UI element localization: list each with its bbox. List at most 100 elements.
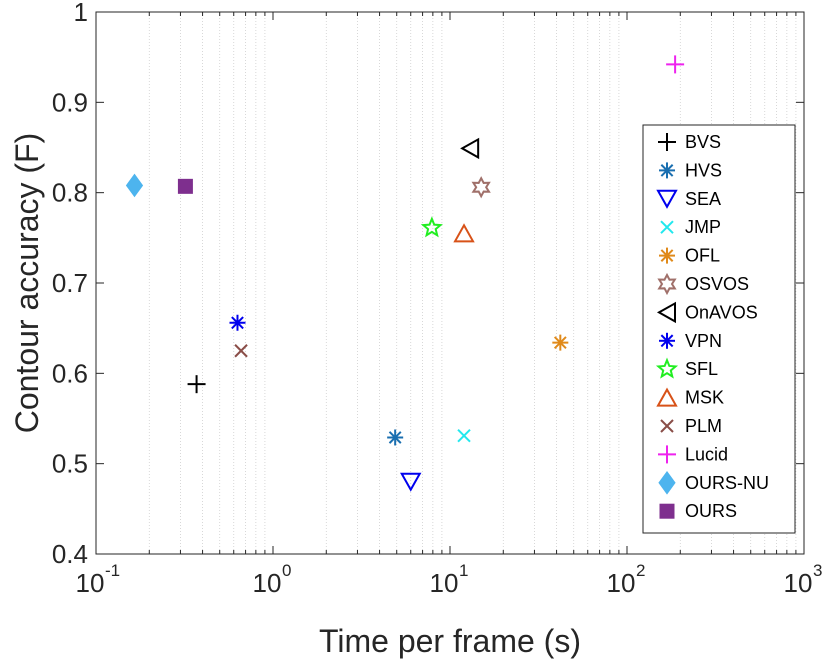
x-tick-base: 10 xyxy=(607,568,636,598)
legend-label-ours: OURS xyxy=(685,501,737,521)
marker-shape xyxy=(177,178,193,194)
legend-label-lucid: Lucid xyxy=(685,444,728,464)
legend-marker-ours xyxy=(659,503,675,519)
marker-shape xyxy=(658,470,676,495)
x-tick-label: 10 -1 xyxy=(76,561,121,598)
legend-marker-osvos xyxy=(657,272,677,296)
legend-item-ours-nu: OURS-NU xyxy=(658,470,769,495)
legend-marker-hvs xyxy=(659,162,675,179)
x-tick-exponent: 2 xyxy=(636,561,645,580)
x-tick-exponent: -1 xyxy=(105,561,120,580)
legend-label-plm: PLM xyxy=(685,416,722,436)
data-point-sea xyxy=(400,472,422,492)
marker-shape xyxy=(655,357,679,379)
x-tick-label: 10 3 xyxy=(784,561,823,598)
marker-shape xyxy=(659,503,675,519)
data-point-plm xyxy=(234,344,248,358)
marker-stroke xyxy=(660,164,674,177)
marker-shape xyxy=(400,472,422,492)
marker-stroke xyxy=(457,428,471,443)
marker-stroke xyxy=(660,249,674,262)
marker-shape xyxy=(656,387,678,407)
data-point-vpn xyxy=(229,314,246,331)
marker-stroke xyxy=(231,316,244,330)
legend-marker-vpn xyxy=(659,332,675,349)
data-point-osvos xyxy=(471,176,491,199)
legend-item-vpn: VPN xyxy=(659,331,722,351)
legend-label-sea: SEA xyxy=(685,189,721,209)
legend-label-msk: MSK xyxy=(685,388,724,408)
data-point-ours-nu xyxy=(125,173,144,198)
data-point-bvs xyxy=(187,375,206,394)
marker-stroke xyxy=(553,336,567,349)
legend-item-plm: PLM xyxy=(660,416,722,436)
marker-stroke xyxy=(660,334,674,348)
data-point-ours xyxy=(177,178,193,194)
marker-shape xyxy=(453,223,475,243)
legend-marker-jmp xyxy=(660,220,674,234)
marker-shape xyxy=(460,137,480,160)
legend: BVS HVS SEA JMP OFL OSVOS OnAVOS VPN SFL MSK PLM Lu… xyxy=(642,124,796,534)
y-tick-label: 0.5 xyxy=(52,449,88,479)
legend-label-ofl: OFL xyxy=(685,246,720,266)
legend-item-osvos: OSVOS xyxy=(657,272,749,296)
x-tick-label: 10 1 xyxy=(430,561,469,598)
x-tick-exponent: 3 xyxy=(813,561,822,580)
marker-stroke xyxy=(388,431,402,444)
marker-stroke xyxy=(660,419,674,433)
y-tick-label: 0.8 xyxy=(52,178,88,208)
marker-shape xyxy=(656,189,678,209)
legend-label-vpn: VPN xyxy=(685,331,722,351)
x-tick-base: 10 xyxy=(253,568,282,598)
y-tick-label: 0.6 xyxy=(52,358,88,388)
marker-stroke xyxy=(660,220,674,234)
data-points xyxy=(125,55,685,492)
axis-ticks xyxy=(95,11,805,555)
data-point-ofl xyxy=(552,334,569,351)
legend-item-lucid: Lucid xyxy=(658,444,728,464)
y-axis-label: Contour accuracy (F) xyxy=(9,133,45,434)
legend-label-hvs: HVS xyxy=(685,160,722,180)
legend-marker-onavos xyxy=(656,301,676,324)
data-point-msk xyxy=(453,223,475,243)
legend-marker-sea xyxy=(656,189,678,209)
legend-box xyxy=(642,124,796,534)
legend-item-ofl: OFL xyxy=(659,246,720,266)
legend-item-jmp: JMP xyxy=(660,217,721,237)
marker-shape xyxy=(471,176,491,199)
x-tick-label: 10 2 xyxy=(607,561,646,598)
legend-marker-msk xyxy=(656,387,678,407)
legend-label-osvos: OSVOS xyxy=(685,274,749,294)
legend-marker-lucid xyxy=(658,445,676,464)
legend-item-hvs: HVS xyxy=(659,160,722,180)
marker-shape xyxy=(125,173,144,198)
x-tick-exponent: 1 xyxy=(459,561,468,580)
legend-item-bvs: BVS xyxy=(658,132,721,152)
legend-item-ours: OURS xyxy=(659,501,737,521)
y-tick-label: 0.9 xyxy=(52,87,88,117)
x-tick-base: 10 xyxy=(430,568,459,598)
legend-item-msk: MSK xyxy=(656,387,724,408)
data-point-lucid xyxy=(666,55,685,74)
legend-item-onavos: OnAVOS xyxy=(656,301,758,324)
legend-marker-plm xyxy=(660,419,674,433)
marker-shape xyxy=(420,216,443,238)
legend-label-onavos: OnAVOS xyxy=(685,302,758,322)
legend-item-sfl: SFL xyxy=(655,357,718,379)
data-point-hvs xyxy=(387,429,404,446)
legend-label-bvs: BVS xyxy=(685,132,721,152)
legend-marker-bvs xyxy=(658,133,676,151)
x-tick-exponent: 0 xyxy=(282,561,291,580)
legend-label-jmp: JMP xyxy=(685,217,721,237)
legend-label-sfl: SFL xyxy=(685,359,718,379)
x-tick-base: 10 xyxy=(784,568,813,598)
marker-shape xyxy=(657,272,677,296)
data-point-onavos xyxy=(460,137,480,160)
data-point-jmp xyxy=(457,428,471,443)
marker-stroke xyxy=(234,344,248,358)
legend-marker-ours-nu xyxy=(658,470,676,495)
x-tick-base: 10 xyxy=(76,568,105,598)
x-axis-label: Time per frame (s) xyxy=(319,623,581,659)
y-tick-label: 1 xyxy=(74,0,88,27)
